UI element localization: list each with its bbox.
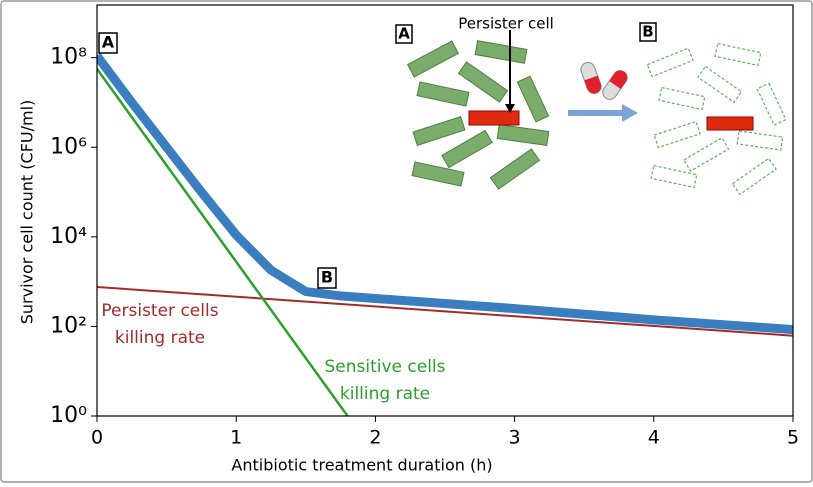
x-axis-label: Antibiotic treatment duration (h) [231, 456, 492, 475]
annotation: killing rate [340, 384, 430, 404]
illustration-label: A [398, 25, 410, 43]
x-tick-label: 3 [509, 427, 521, 449]
x-tick-label: 2 [369, 427, 381, 449]
series-line [97, 68, 349, 416]
x-tick-label: 4 [648, 427, 660, 449]
annotation: killing rate [115, 328, 205, 348]
callout: Persister cell [458, 15, 554, 33]
x-tick-label: 5 [787, 427, 799, 449]
illustration-label: B [642, 23, 653, 41]
plot-frame [96, 4, 794, 417]
illustration: A B Persister cell [395, 15, 787, 196]
annotation: Sensitive cells [324, 357, 445, 377]
x-tick-label: 1 [230, 427, 242, 449]
y-tick-label: 10⁴ [50, 224, 87, 249]
annotation-box [317, 267, 337, 289]
y-tick-label: 10⁸ [50, 45, 87, 70]
series-line [97, 53, 793, 335]
x-tick-label: 0 [91, 427, 103, 449]
annotation: B [321, 268, 333, 287]
persister-cell [468, 110, 520, 126]
annotation: Persister cells [101, 301, 218, 321]
y-axis-label: Survivor cell count (CFU/ml) [18, 100, 37, 325]
series-line [97, 285, 793, 337]
annotation: A [102, 33, 115, 52]
y-tick-label: 10⁰ [50, 403, 87, 428]
y-tick-label: 10⁶ [50, 134, 87, 159]
annotation-box [98, 32, 118, 54]
y-tick-label: 10² [50, 313, 87, 338]
